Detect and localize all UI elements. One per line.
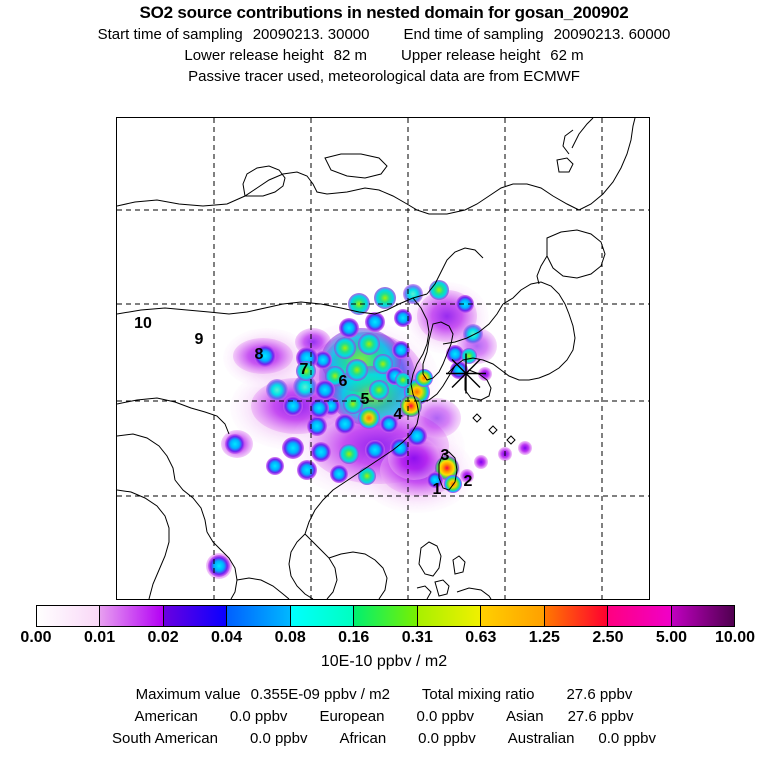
colorbar-tick-11: 10.00	[714, 629, 756, 646]
footer-block: Maximum value 0.355E-09 ppbv / m2 Total mi…	[0, 684, 768, 750]
colorbar-tick-0: 0.00	[20, 629, 52, 646]
lower-release-height-label: Lower release height	[184, 47, 324, 64]
region-european-value: 0.0 ppbv	[416, 708, 475, 725]
lower-release-height-value: 82 m	[333, 47, 367, 64]
upper-release-height-value: 62 m	[550, 47, 584, 64]
colorbar-tick-1: 0.01	[83, 629, 116, 646]
tracer-note: Passive tracer used, meteorological data…	[188, 68, 580, 85]
colorbar-gradient	[36, 605, 735, 627]
trajectory-label-10: 10	[134, 315, 152, 332]
region-south-american-value: 0.0 ppbv	[249, 730, 308, 747]
trajectory-label-9: 9	[194, 331, 204, 348]
region-african-label: African	[339, 730, 387, 747]
region-south-american-label: South American	[112, 730, 218, 747]
region-african-value: 0.0 ppbv	[418, 730, 476, 747]
region-australian-value: 0.0 ppbv	[598, 730, 656, 747]
region-american-label: American	[134, 708, 198, 725]
colorbar-tick-8: 1.25	[528, 629, 560, 646]
colorbar-segment-0	[37, 606, 101, 626]
footer-summary-row: Maximum value 0.355E-09 ppbv / m2 Total mi…	[0, 684, 768, 706]
max-value-label: Maximum value	[135, 686, 241, 703]
footer-region-row-1: American 0.0 ppbv European 0.0 ppbv Asian 27.…	[0, 706, 768, 728]
total-mixing-ratio-value: 27.6 ppbv	[566, 686, 633, 703]
colorbar-tick-5: 0.16	[338, 629, 370, 646]
trajectory-label-6: 6	[338, 373, 348, 390]
trajectory-label-5: 5	[360, 391, 370, 408]
trajectory-label-2: 2	[463, 473, 473, 490]
sampling-time-line: Start time of sampling 20090213. 30000 End…	[0, 24, 768, 45]
colorbar-tick-3: 0.04	[211, 629, 243, 646]
map-plot-area	[116, 117, 650, 600]
upper-release-height-label: Upper release height	[401, 47, 541, 64]
region-asian-label: Asian	[506, 708, 544, 725]
colorbar-segment-6	[417, 606, 482, 626]
region-european-label: European	[319, 708, 385, 725]
colorbar-segment-9	[608, 606, 672, 626]
colorbar-segment-2	[163, 606, 228, 626]
end-time-value: 20090213. 60000	[553, 26, 671, 43]
map-canvas	[117, 118, 649, 599]
colorbar-segment-4	[290, 606, 355, 626]
max-value-value: 0.355E-09 ppbv / m2	[250, 686, 390, 703]
trajectory-label-8: 8	[254, 346, 264, 363]
colorbar-tick-labels: 0.00 0.01 0.02 0.04 0.08 0.16 0.31 0.63 1.25 2.50…	[0, 629, 768, 649]
colorbar-tick-4: 0.08	[274, 629, 306, 646]
colorbar-segment-8	[544, 606, 609, 626]
trajectory-label-7: 7	[299, 361, 309, 378]
total-mixing-ratio-label: Total mixing ratio	[421, 686, 535, 703]
start-time-label: Start time of sampling	[97, 26, 243, 43]
colorbar-segment-3	[227, 606, 291, 626]
colorbar-segment-5	[354, 606, 418, 626]
trajectory-label-1: 1	[432, 481, 442, 498]
page-title: SO2 source contributions in nested domai…	[139, 3, 629, 22]
trajectory-label-4: 4	[393, 406, 403, 423]
header-block: SO2 source contributions in nested domai…	[0, 0, 768, 87]
region-australian-label: Australian	[507, 730, 575, 747]
region-asian-value: 27.6 ppbv	[567, 708, 634, 725]
start-time-value: 20090213. 30000	[252, 26, 370, 43]
gosan-receptor-star	[444, 352, 488, 401]
trajectory-label-3: 3	[440, 447, 450, 464]
colorbar-segment-7	[481, 606, 545, 626]
colorbar-segment-1	[100, 606, 164, 626]
colorbar-tick-9: 2.50	[592, 629, 624, 646]
release-height-line: Lower release height 82 m Upper release he…	[0, 45, 768, 66]
colorbar-tick-2: 0.02	[147, 629, 179, 646]
footer-region-row-2: South American 0.0 ppbv African 0.0 ppbv Aus…	[0, 728, 768, 750]
colorbar-tick-7: 0.63	[465, 629, 497, 646]
coastline-layer	[117, 118, 636, 599]
colorbar-unit-label: 10E-10 ppbv / m2	[320, 653, 448, 670]
colorbar-segment-10	[671, 606, 734, 626]
region-american-value: 0.0 ppbv	[229, 708, 288, 725]
end-time-label: End time of sampling	[403, 26, 544, 43]
colorbar-tick-10: 5.00	[655, 629, 688, 646]
colorbar-tick-6: 0.31	[401, 629, 433, 646]
